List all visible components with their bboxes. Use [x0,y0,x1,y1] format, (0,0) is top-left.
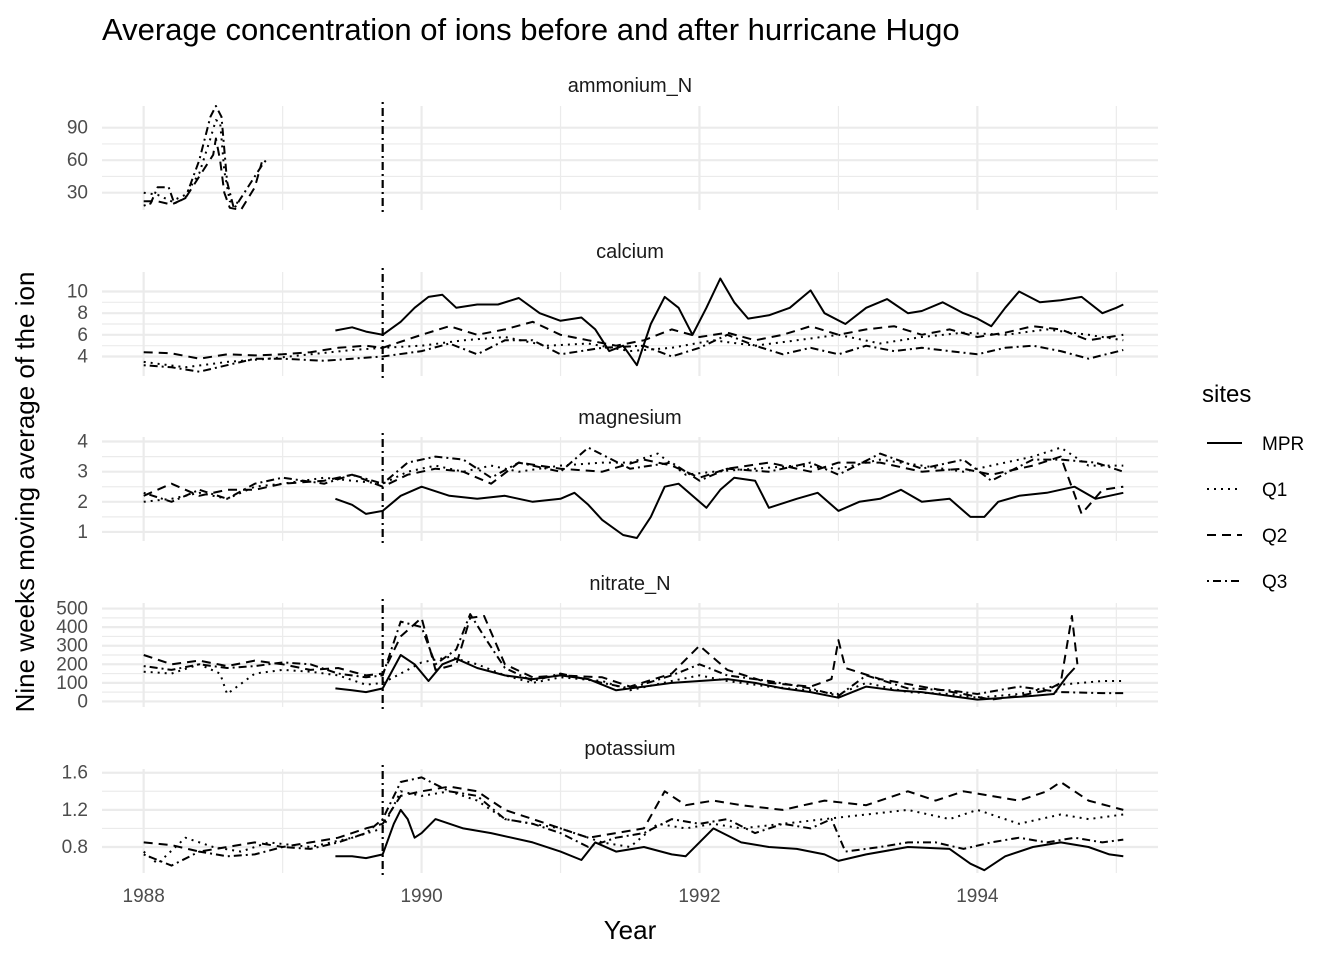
y-tick-label: 60 [67,150,88,171]
series-line-Q3 [143,105,267,210]
series-line-MPR [335,654,1076,701]
chart-title: Average concentration of ions before and… [102,12,960,47]
panel-strip-label: nitrate_N [589,573,670,595]
y-tick-label: 200 [56,654,88,675]
panel-strip-label: calcium [596,241,664,263]
chart-panels: ammonium_N306090calcium46810magnesium123… [56,75,1158,877]
series-line-Q3 [143,613,1124,697]
series-line-MPR [335,277,1124,367]
y-tick-label: 1.6 [62,763,88,784]
y-tick-label: 2 [77,492,88,513]
legend: sites MPR Q1 Q2 Q3 [1202,381,1304,593]
panel-strip-label: potassium [584,738,675,760]
y-tick-label: 100 [56,673,88,694]
y-tick-label: 1.2 [62,800,88,821]
series-line-Q1 [143,446,1124,503]
legend-label-Q2: Q2 [1262,526,1287,547]
y-tick-label: 400 [56,617,88,638]
panel-potassium: potassium 0.8 1.2 1.6 [62,738,1158,877]
y-tick-label: 500 [56,599,88,620]
x-tick-label: 1990 [400,886,442,907]
series-line-Q2 [143,455,1124,515]
panel-strip-label: ammonium_N [568,75,692,97]
y-tick-label: 300 [56,636,88,657]
y-tick-label: 4 [77,347,88,368]
y-tick-label: 0 [77,691,88,712]
legend-title: sites [1202,381,1251,408]
y-tick-label: 10 [67,282,88,303]
y-tick-label: 4 [77,432,88,453]
y-tick-label: 8 [77,303,88,324]
y-tick-label: 3 [77,462,88,483]
y-axis-title: Nine weeks moving average of the ion [10,272,40,713]
panel-magnesium: magnesium 1 2 3 4 [77,407,1158,545]
y-tick-label: 90 [67,118,88,139]
x-axis: 1988 1990 1992 1994 [123,886,999,907]
series-line-Q3 [143,776,1124,867]
y-tick-label: 0.8 [62,837,88,858]
panel-strip-label: magnesium [578,407,681,429]
legend-label-Q1: Q1 [1262,480,1287,501]
panel-ammonium_N: ammonium_N 30 60 90 [67,75,1158,214]
series-line-Q2 [143,781,1124,853]
series-line-MPR [335,808,1124,872]
series-line-Q2 [143,615,1079,701]
x-axis-title: Year [604,915,657,945]
x-tick-label: 1988 [123,886,165,907]
x-tick-label: 1992 [678,886,720,907]
y-tick-label: 1 [77,522,88,543]
x-tick-label: 1994 [956,886,999,907]
series-line-MPR [335,476,1124,539]
legend-label-MPR: MPR [1262,434,1304,455]
series-line-Q2 [143,137,263,211]
series-line-Q1 [143,119,242,205]
series-line-Q2 [143,320,1124,360]
y-tick-label: 6 [77,325,88,346]
legend-label-Q3: Q3 [1262,572,1287,593]
y-tick-label: 30 [67,183,88,204]
